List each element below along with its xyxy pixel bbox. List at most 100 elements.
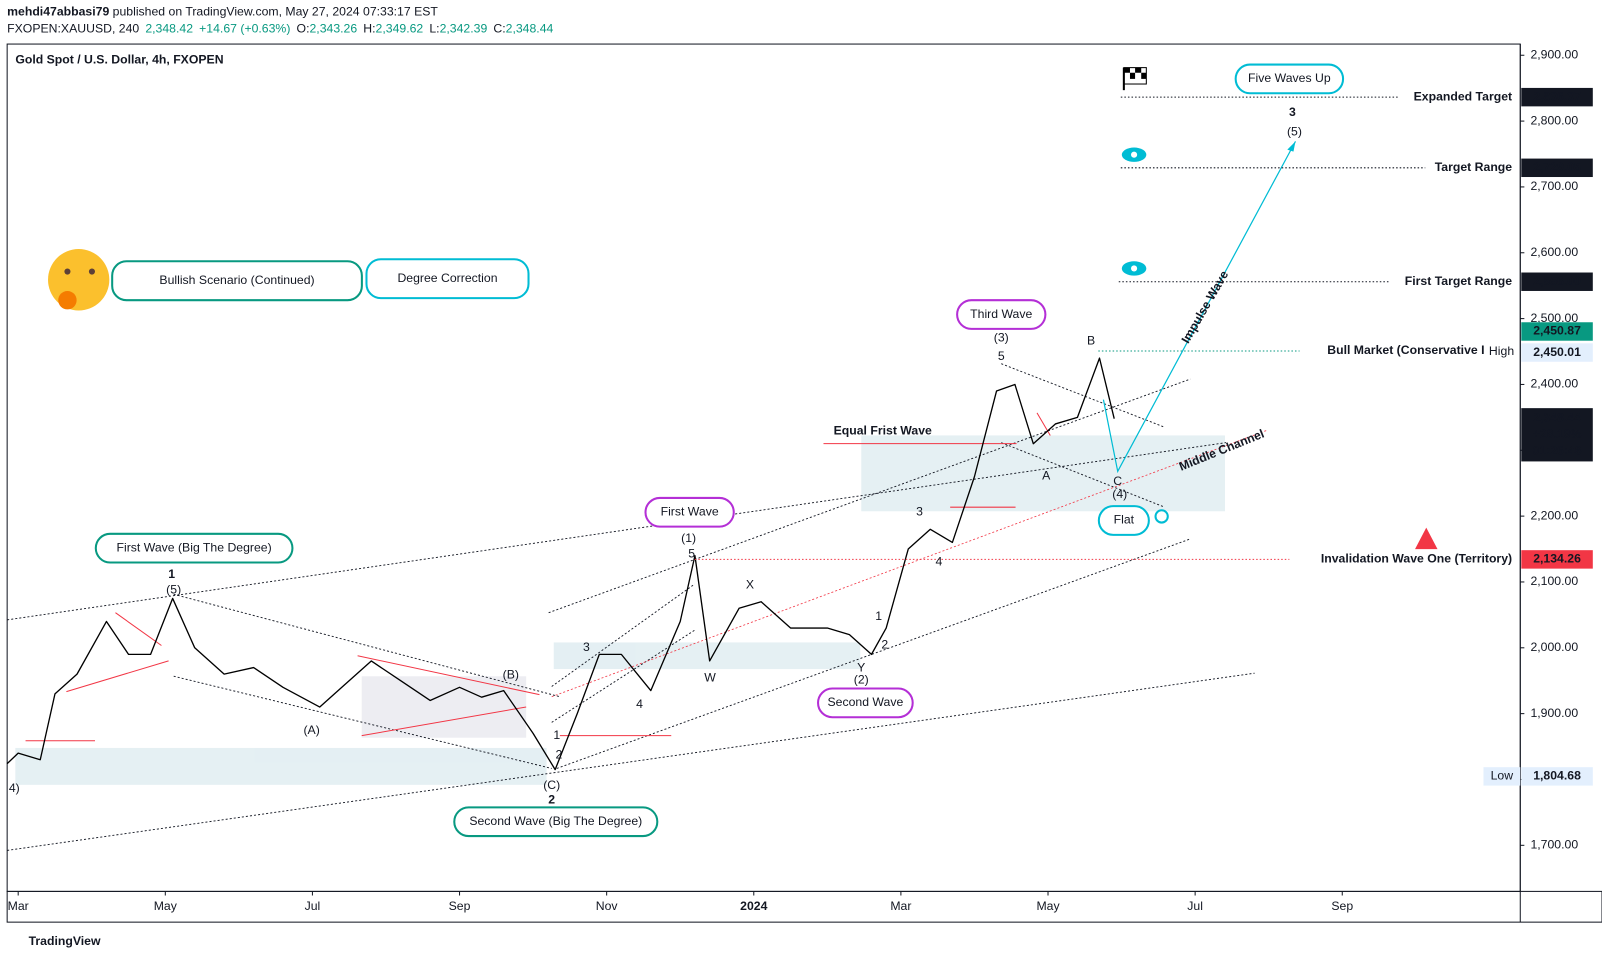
wave-label: 3 [583,640,590,654]
red-line [361,706,527,737]
last-price: 2,348.44 [1533,411,1581,425]
level-value: 2,556.00 [1533,274,1581,288]
author: mehdi47abbasi79 [7,5,109,19]
y-tick-label: 2,700.00 [1530,179,1578,193]
y-tick-label: 2,200.00 [1530,508,1578,522]
level-label: Target Range [1435,160,1513,174]
trendline [7,442,1227,621]
annotation-box [1097,505,1150,536]
warning-icon [1415,527,1438,550]
wave-label: 1 [875,609,882,623]
wave-label: A [1042,469,1051,483]
thinking-emoji [48,248,110,311]
x-tick-label: Jul [305,899,321,913]
wave-label: Equal Frist Wave [834,424,932,438]
wave-label: (5) [166,582,181,596]
wave-label: (B) [503,667,519,681]
annotation-box-label: Flat [1114,513,1135,527]
emoji-eye [64,268,71,275]
annotation-box-label: First Wave [661,505,719,519]
y-tick-label: 2,100.00 [1530,574,1578,588]
last-change: +28.19% [1533,427,1582,441]
red-line [1036,412,1051,436]
ohlc-value: 2,348.44 [506,22,554,36]
wave-label: 4) [9,781,20,795]
wave-label: 2 [881,638,888,652]
x-tick-label: 2024 [740,899,767,913]
y-tick-label: 2,800.00 [1530,113,1578,127]
annotation-box-label: Degree Correction [397,271,497,285]
last-price-box [1521,408,1593,462]
footer-logo: TradingView [29,934,101,948]
pupil [1131,151,1138,158]
level-box [1521,272,1593,291]
annotation-box-label: Bullish Scenario (Continued) [159,273,314,287]
annotation-box-label: Third Wave [970,307,1032,321]
annotation-box [94,532,294,564]
y-tick-label: 2,500.00 [1530,311,1578,325]
annotation-box-label: Second Wave [827,695,903,709]
arrow-head [1287,141,1296,152]
annotation-box [644,496,735,528]
y-tick-label: 1,700.00 [1530,838,1578,852]
chart-title: Gold Spot / U.S. Dollar, 4h, FXOPEN [15,53,223,67]
y-tick-label: 2,900.00 [1530,47,1578,61]
wave-label: 4 [936,555,943,569]
level-box [1521,767,1593,786]
level-label: Low [1491,769,1514,783]
level-value: 1,804.68 [1533,769,1581,783]
pupil [1131,265,1138,272]
wave-label: 4 [636,697,643,711]
annotation-box-label: Second Wave (Big The Degree) [469,814,642,828]
wave-label: (2) [854,673,869,687]
wave-label: 2 [548,792,555,806]
trendline [1001,363,1165,428]
x-tick-label: Mar [890,899,911,913]
flag-cell [1123,67,1130,73]
wave-label: (3) [994,330,1009,344]
level-value: 2,836.37 [1533,89,1581,103]
price-line [6,357,1115,771]
countdown: 01:26:46 [1533,443,1582,457]
wave-label: 1 [168,567,175,581]
ohlc-key: L: [429,22,439,36]
level-label: High [1489,344,1514,358]
wave-label: 5 [998,349,1005,363]
annotation-box [365,258,530,300]
x-tick-label: Sep [449,899,471,913]
level-value: 2,134.26 [1533,552,1581,566]
trendlines [7,363,1255,851]
ohlc-key: C: [493,22,505,36]
y-tick-label: 2,600.00 [1530,245,1578,259]
y-tick-label: 1,900.00 [1530,706,1578,720]
red-line [115,612,162,646]
finish-flag [1122,67,1147,91]
y-tick-label: 2,000.00 [1530,640,1578,654]
red-line [357,655,540,696]
y-tick-label: 2,400.00 [1530,377,1578,391]
level-value: 2,450.87 [1533,324,1581,338]
level-label: Bull Market (Conservative I [1327,343,1484,357]
trendline [1001,442,1165,508]
wave-label: (C) [543,778,560,792]
flag-cell [1135,67,1142,73]
annotation-box [453,806,659,838]
level-box [1521,322,1593,341]
idea-icon [1154,509,1169,524]
wave-label: C [1113,474,1122,488]
level-box [1521,550,1593,569]
published: published on TradingView.com, May 27, 20… [109,5,438,19]
level-box [1521,158,1593,178]
ohlc-key: H: [363,22,375,36]
eye-icon [1121,261,1147,276]
wave-label: (A) [303,723,319,737]
wave-label: W [704,671,716,685]
x-tick-label: Sep [1331,899,1353,913]
header-line: mehdi47abbasi79 published on TradingView… [7,5,438,19]
ohlc-value: 2,349.62 [376,22,424,36]
symbol-line: FXOPEN:XAUUSD, 240 2,348.42 +14.67 (+0.63%… [7,22,553,36]
level-label: Expanded Target [1414,89,1512,103]
wave-label: 3 [1289,105,1296,119]
price: 2,348.42 [145,22,193,36]
